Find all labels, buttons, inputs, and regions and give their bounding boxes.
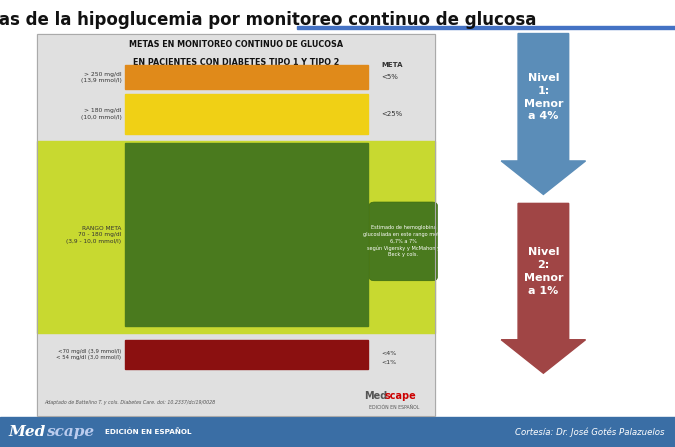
Text: EDICIÓN EN ESPAÑOL: EDICIÓN EN ESPAÑOL: [105, 428, 191, 435]
Bar: [125, 94, 368, 134]
Text: META: META: [381, 62, 403, 68]
Polygon shape: [501, 34, 585, 194]
Text: EN PACIENTES CON DIABETES TIPO 1 Y TIPO 2: EN PACIENTES CON DIABETES TIPO 1 Y TIPO …: [133, 58, 340, 67]
Text: <70 mg/dl (3,9 mmol/l)
< 54 mg/dl (3,0 mmol/l): <70 mg/dl (3,9 mmol/l) < 54 mg/dl (3,0 m…: [57, 349, 122, 360]
Bar: [125, 143, 368, 326]
Text: scape: scape: [46, 425, 94, 439]
Text: Med: Med: [364, 391, 387, 401]
Text: EDICIÓN EN ESPAÑOL: EDICIÓN EN ESPAÑOL: [369, 405, 420, 410]
Text: <1%: <1%: [381, 360, 396, 365]
Text: Metas de la hipoglucemia por monitoreo continuo de glucosa: Metas de la hipoglucemia por monitoreo c…: [0, 11, 537, 29]
Text: > 250 mg/dl
(13,9 mmol/l): > 250 mg/dl (13,9 mmol/l): [80, 72, 122, 83]
Text: Adaptado de Battelino T. y cols. Diabetes Care. doi: 10.2337/dci19/0028: Adaptado de Battelino T. y cols. Diabete…: [44, 400, 215, 405]
Text: Cortesía: Dr. José Gotés Palazuelos: Cortesía: Dr. José Gotés Palazuelos: [516, 427, 665, 437]
Text: > 180 mg/dl
(10,0 mmol/l): > 180 mg/dl (10,0 mmol/l): [80, 108, 122, 120]
Text: <25%: <25%: [381, 111, 402, 117]
Bar: [37, 34, 435, 416]
Text: <4%: <4%: [381, 351, 397, 356]
Bar: [37, 34, 435, 416]
Text: RANGO META
70 - 180 mg/dl
(3,9 - 10,0 mmol/l): RANGO META 70 - 180 mg/dl (3,9 - 10,0 mm…: [66, 226, 122, 244]
Text: Estimado de hemoglobina
glucosliada en este rango meta:
6,7% a 7%
según Vigersky: Estimado de hemoglobina glucosliada en e…: [363, 225, 443, 257]
Bar: [37, 141, 435, 333]
Text: Nivel
2:
Menor
a 1%: Nivel 2: Menor a 1%: [524, 247, 563, 296]
Text: METAS EN MONITOREO CONTINUO DE GLUCOSA: METAS EN MONITOREO CONTINUO DE GLUCOSA: [129, 40, 344, 49]
Text: Med: Med: [8, 425, 45, 439]
Text: <5%: <5%: [381, 74, 398, 80]
Text: Nivel
1:
Menor
a 4%: Nivel 1: Menor a 4%: [524, 73, 563, 122]
FancyBboxPatch shape: [369, 202, 437, 281]
Polygon shape: [501, 203, 585, 373]
Bar: [0, 417, 675, 447]
Bar: [125, 340, 368, 369]
Bar: [297, 26, 675, 29]
Bar: [125, 65, 368, 89]
Text: scape: scape: [385, 391, 416, 401]
Text: >70%: >70%: [381, 232, 403, 238]
